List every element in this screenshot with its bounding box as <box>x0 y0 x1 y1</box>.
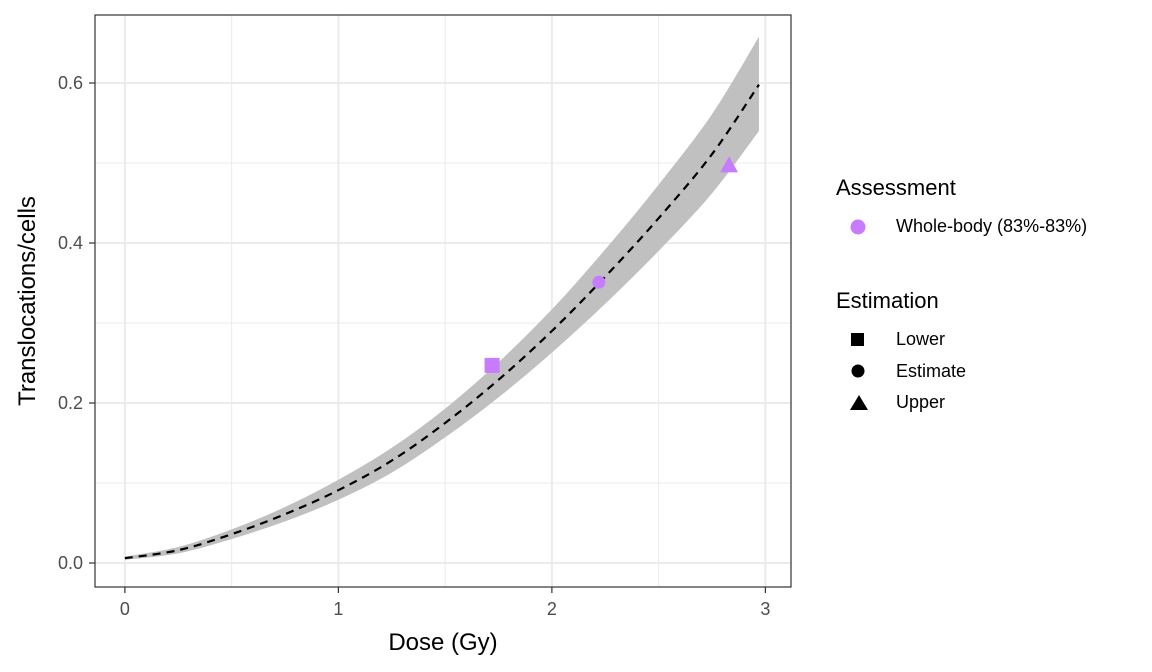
legend: Assessment Whole-body (83%-83%) <box>836 175 1087 243</box>
data-point-upper <box>720 156 739 173</box>
x-tick-label: 2 <box>547 599 557 619</box>
fitted-curve <box>124 83 760 560</box>
panel-background <box>95 15 791 587</box>
y-axis: 0.0 0.2 0.4 0.6 <box>58 73 95 573</box>
circle-marker-icon <box>836 211 880 243</box>
x-axis: 0 1 2 3 <box>120 587 770 619</box>
legend-assessment-label: Whole-body (83%-83%) <box>896 216 1088 237</box>
y-tick-label: 0.4 <box>58 233 83 253</box>
legend-assessment-item: Whole-body (83%-83%) <box>836 211 1087 243</box>
data-points <box>484 156 739 373</box>
triangle-marker-icon <box>836 387 880 419</box>
legend-estimation-item-estimate: Estimate <box>836 356 966 388</box>
data-point-estimate <box>592 275 606 289</box>
y-tick-label: 0.2 <box>58 393 83 413</box>
legend-estimation-label-lower: Lower <box>896 329 946 350</box>
x-axis-title: Dose (Gy) <box>388 629 497 656</box>
grid-minor <box>95 15 791 587</box>
legend-estimation-title: Estimation <box>836 288 939 313</box>
x-tick-label: 0 <box>120 599 130 619</box>
circle-marker-icon <box>836 356 880 388</box>
y-tick-label: 0.0 <box>58 553 83 573</box>
data-point-lower <box>484 357 500 373</box>
legend-estimation-label-upper: Upper <box>896 392 946 413</box>
panel-border <box>94 14 792 588</box>
legend-estimation: Estimation Lower Estimate Upper <box>836 288 966 419</box>
legend-estimation-item-lower: Lower <box>836 324 966 356</box>
legend-estimation-label-estimate: Estimate <box>896 360 967 381</box>
legend-assessment-title: Assessment <box>836 175 956 200</box>
y-axis-title: Translocations/cells <box>14 196 41 406</box>
legend-estimation-item-upper: Upper <box>836 387 966 419</box>
x-tick-label: 1 <box>333 599 343 619</box>
x-tick-label: 3 <box>760 599 770 619</box>
y-tick-label: 0.6 <box>58 73 83 93</box>
grid-major <box>95 15 791 587</box>
square-marker-icon <box>836 324 880 356</box>
